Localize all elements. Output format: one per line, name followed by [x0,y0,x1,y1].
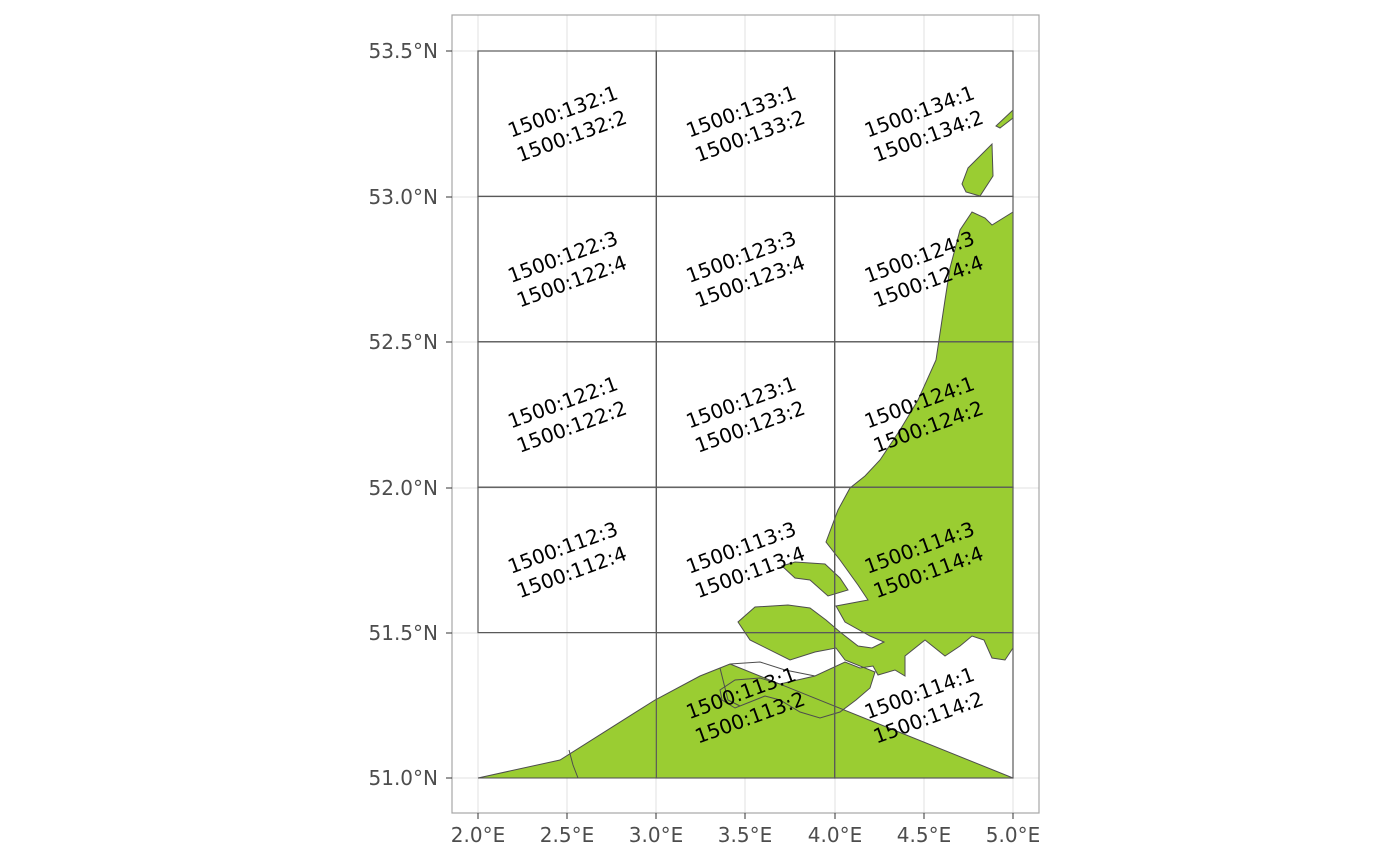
island-vlieland [995,108,1014,129]
x-tick-label: 4.0°E [808,823,862,847]
ices-rectangles [477,50,1014,779]
y-tick-label: 52.0°N [369,476,439,500]
y-tick-label: 51.5°N [369,621,439,645]
x-tick-label: 3.5°E [718,823,772,847]
y-tick-label: 53.5°N [369,39,439,63]
y-tick-label: 53.0°N [369,185,439,209]
border-belgium-france [568,749,579,779]
border-belgium-netherlands [719,667,741,707]
x-tick-label: 3.0°E [629,823,683,847]
island-walcheren [781,561,849,597]
landmass [477,108,1014,779]
y-axis: 53.5°N 53.0°N 52.5°N 52.0°N 51.5°N 51.0°… [369,39,452,790]
y-tick-label: 52.5°N [369,330,439,354]
ices-rectangle-114-lower [834,631,1014,779]
x-axis: 2.0°E 2.5°E 3.0°E 3.5°E 4.0°E 4.5°E 5.0°… [451,813,1040,847]
x-tick-label: 4.5°E [897,823,951,847]
x-tick-label: 2.0°E [451,823,505,847]
mainland-polygon [477,211,1014,779]
island-texel [961,142,994,197]
x-tick-label: 2.5°E [540,823,594,847]
x-tick-label: 5.0°E [986,823,1040,847]
y-tick-label: 51.0°N [369,766,439,790]
